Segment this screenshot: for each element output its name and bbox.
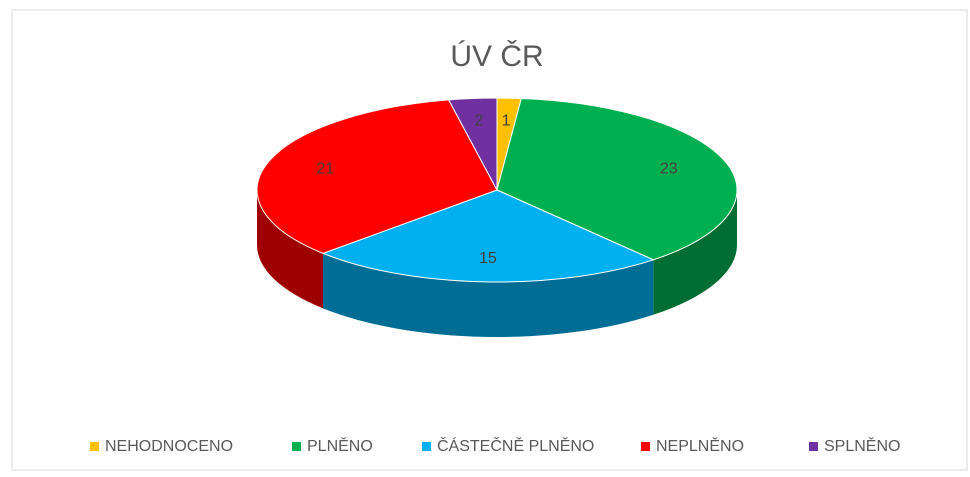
legend-marker xyxy=(90,442,99,451)
legend-marker xyxy=(809,442,818,451)
chart-title: ÚV ČR xyxy=(450,39,543,73)
data-label: 1 xyxy=(502,112,511,129)
legend-label: NEPLNĚNO xyxy=(656,436,744,455)
slice-side xyxy=(257,190,324,309)
legend-label: NEHODNOCENO xyxy=(105,438,233,455)
slice xyxy=(321,189,655,283)
legend-marker xyxy=(641,442,650,451)
legend-marker xyxy=(422,442,431,451)
data-label: 21 xyxy=(316,161,334,178)
slice-side xyxy=(323,253,654,338)
legend-label: PLNĚNO xyxy=(307,436,373,455)
data-label: 2 xyxy=(474,113,483,130)
legend-label: SPLNĚNO xyxy=(824,436,900,455)
data-label: 23 xyxy=(660,161,678,178)
slice xyxy=(496,97,738,261)
legend-label: ČÁSTEČNĚ PLNĚNO xyxy=(437,436,594,455)
slice-side xyxy=(653,190,737,315)
data-label: 15 xyxy=(479,250,497,267)
slice xyxy=(256,99,498,254)
legend-marker xyxy=(292,442,301,451)
slice xyxy=(447,97,498,191)
